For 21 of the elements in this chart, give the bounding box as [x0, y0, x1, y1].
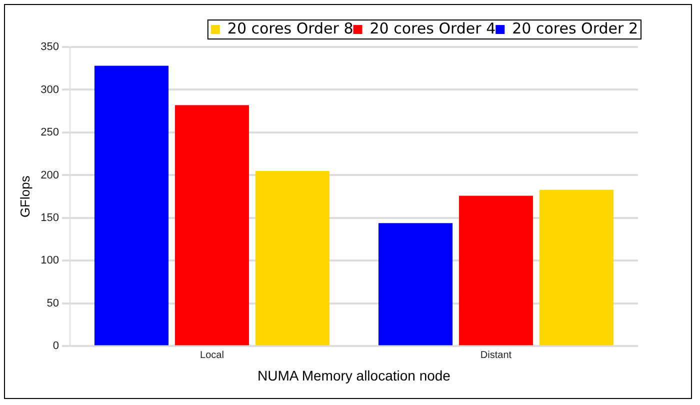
y-tick-label: 250 [40, 126, 59, 139]
x-axis-title: NUMA Memory allocation node [257, 367, 451, 384]
bar [378, 223, 453, 346]
bar [255, 170, 330, 346]
legend-label: 20 cores Order 4 [370, 19, 496, 38]
bar [539, 190, 614, 346]
bar [174, 105, 249, 346]
bar [94, 66, 169, 346]
x-tick-label: Distant [480, 350, 512, 361]
y-tick-label: 50 [46, 297, 59, 310]
y-tick-label: 150 [40, 212, 59, 224]
y-tick-label: 0 [52, 340, 59, 352]
y-axis-title: GFlops [17, 175, 32, 218]
y-tick-label: 200 [40, 169, 59, 182]
y-tick-label: 350 [40, 41, 59, 54]
legend-label: 20 cores Order 8 [227, 19, 354, 38]
legend-label: 20 cores Order 2 [512, 19, 638, 38]
bar [458, 196, 534, 346]
x-tick-label: Local [200, 350, 224, 361]
y-tick-label: 100 [40, 254, 59, 267]
y-tick-label: 300 [40, 84, 59, 96]
